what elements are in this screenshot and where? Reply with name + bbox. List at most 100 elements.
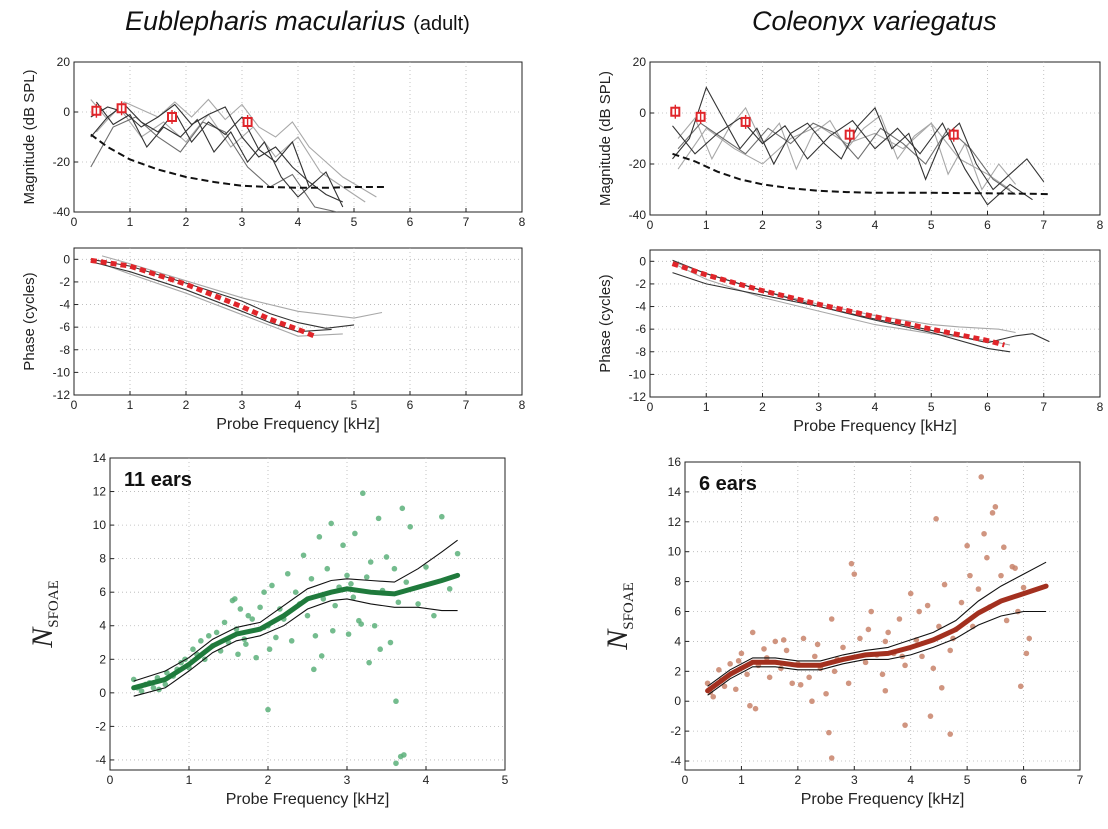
x-tick-label: 2: [759, 400, 766, 414]
y-axis-label: NSFOAE: [26, 580, 62, 649]
data-point: [423, 564, 429, 570]
data-point: [190, 646, 196, 653]
x-tick-label: 3: [239, 398, 246, 412]
data-point: [882, 638, 889, 645]
x-tick-label: 8: [519, 398, 526, 412]
y-tick-label: -2: [95, 719, 106, 733]
x-tick-label: 6: [984, 400, 991, 414]
data-point: [1023, 650, 1030, 657]
y-axis-label: Magnitude (dB SPL): [21, 69, 38, 204]
data-point: [716, 667, 722, 673]
data-point: [235, 651, 241, 658]
data-point: [266, 646, 273, 653]
data-point: [328, 520, 335, 527]
x-tick-label: 5: [351, 398, 358, 412]
data-curve-4: [90, 98, 377, 198]
y-tick-label: 4: [674, 634, 681, 648]
ci-upper-line: [707, 561, 1047, 687]
x-tick-label: 8: [519, 215, 526, 229]
data-point: [454, 550, 461, 557]
y-tick-label: 0: [674, 694, 681, 708]
y-tick-label: 12: [668, 515, 682, 529]
eub-mag-panel: 0 1 2 3 4 5 6 7 8 -40 -20 0 20 Magnitude (dB SPL): [21, 55, 526, 229]
y-tick-label: 0: [639, 106, 646, 120]
x-axis-label: Probe Frequency [kHz]: [226, 791, 390, 808]
data-point: [1012, 565, 1018, 571]
data-point: [831, 668, 838, 675]
data-curve-2: [672, 117, 1033, 206]
data-point: [348, 581, 354, 587]
data-point: [332, 602, 338, 609]
data-point: [936, 623, 942, 630]
data-point: [397, 753, 404, 760]
plot-area: [130, 490, 461, 767]
y-tick-label: -12: [629, 390, 647, 404]
data-point: [826, 729, 832, 736]
y-tick-label: 2: [99, 652, 106, 666]
data-point: [924, 602, 931, 609]
x-tick-label: 8: [1097, 218, 1104, 232]
x-tick-label: 1: [127, 398, 134, 412]
data-point: [879, 671, 886, 678]
data-point: [1003, 617, 1010, 624]
y-axis-label: Phase (cycles): [597, 274, 614, 372]
magnitude-marker: [116, 101, 127, 116]
data-point: [806, 674, 812, 681]
x-tick-label: 3: [344, 773, 351, 787]
x-tick-label: 2: [183, 398, 190, 412]
data-point: [811, 653, 818, 660]
data-point: [735, 658, 742, 664]
data-point: [857, 635, 863, 642]
y-tick-label: 0: [639, 254, 646, 268]
data-point: [1017, 683, 1024, 690]
data-point: [261, 589, 267, 595]
data-point: [245, 612, 252, 619]
x-tick-label: 1: [127, 215, 134, 229]
y-tick-label: 0: [99, 686, 106, 700]
data-point: [375, 515, 382, 522]
data-point: [1001, 544, 1007, 551]
y-tick-label: -2: [635, 277, 646, 291]
data-point: [981, 530, 987, 537]
ear-count-annotation: 6 ears: [699, 473, 757, 495]
data-point: [710, 693, 717, 700]
x-tick-label: 0: [682, 773, 689, 787]
x-axis-label: Probe Frequency [kHz]: [801, 791, 965, 808]
y-tick-label: -4: [59, 298, 70, 312]
noise-floor-line: [672, 152, 1050, 196]
data-point: [958, 599, 965, 606]
trend-fit-line: [131, 572, 461, 691]
data-curve-1: [672, 272, 1050, 344]
col-phase-panel: 0 1 2 3 4 5 6 7 8 -12 -10 -8 -6 -4 -2 0 Probe Frequency …: [597, 249, 1104, 435]
data-point: [265, 706, 271, 713]
x-tick-label: 5: [964, 773, 971, 787]
data-point: [162, 681, 169, 688]
data-point: [399, 505, 406, 512]
x-tick-label: 1: [186, 773, 193, 787]
x-tick-label: 2: [183, 215, 190, 229]
data-point: [292, 589, 299, 595]
data-point: [387, 639, 394, 646]
data-point: [198, 638, 204, 644]
data-point: [367, 559, 374, 565]
x-tick-label: 7: [463, 398, 470, 412]
data-curve-1: [90, 258, 355, 329]
magnitude-marker: [948, 127, 959, 142]
data-point: [907, 590, 914, 597]
eub-phase-panel: 0 1 2 3 4 5 6 7 8 -12 -10 -8 -6 -4 -2 0 Probe Frequency …: [21, 247, 526, 433]
data-point: [828, 755, 835, 761]
phase-fit-line: [671, 261, 1006, 348]
x-tick-label: 1: [738, 773, 745, 787]
data-point: [393, 760, 399, 767]
data-point: [363, 574, 370, 580]
grid: [650, 250, 1100, 397]
data-point: [415, 601, 421, 607]
data-point: [300, 552, 307, 559]
x-tick-label: 0: [71, 398, 78, 412]
left-species-name: Eublepharis macularius: [125, 6, 406, 36]
y-tick-label: -40: [629, 208, 647, 222]
magnitude-marker: [695, 109, 706, 124]
magnitude-marker: [91, 103, 102, 118]
y-tick-label: 20: [633, 55, 647, 69]
